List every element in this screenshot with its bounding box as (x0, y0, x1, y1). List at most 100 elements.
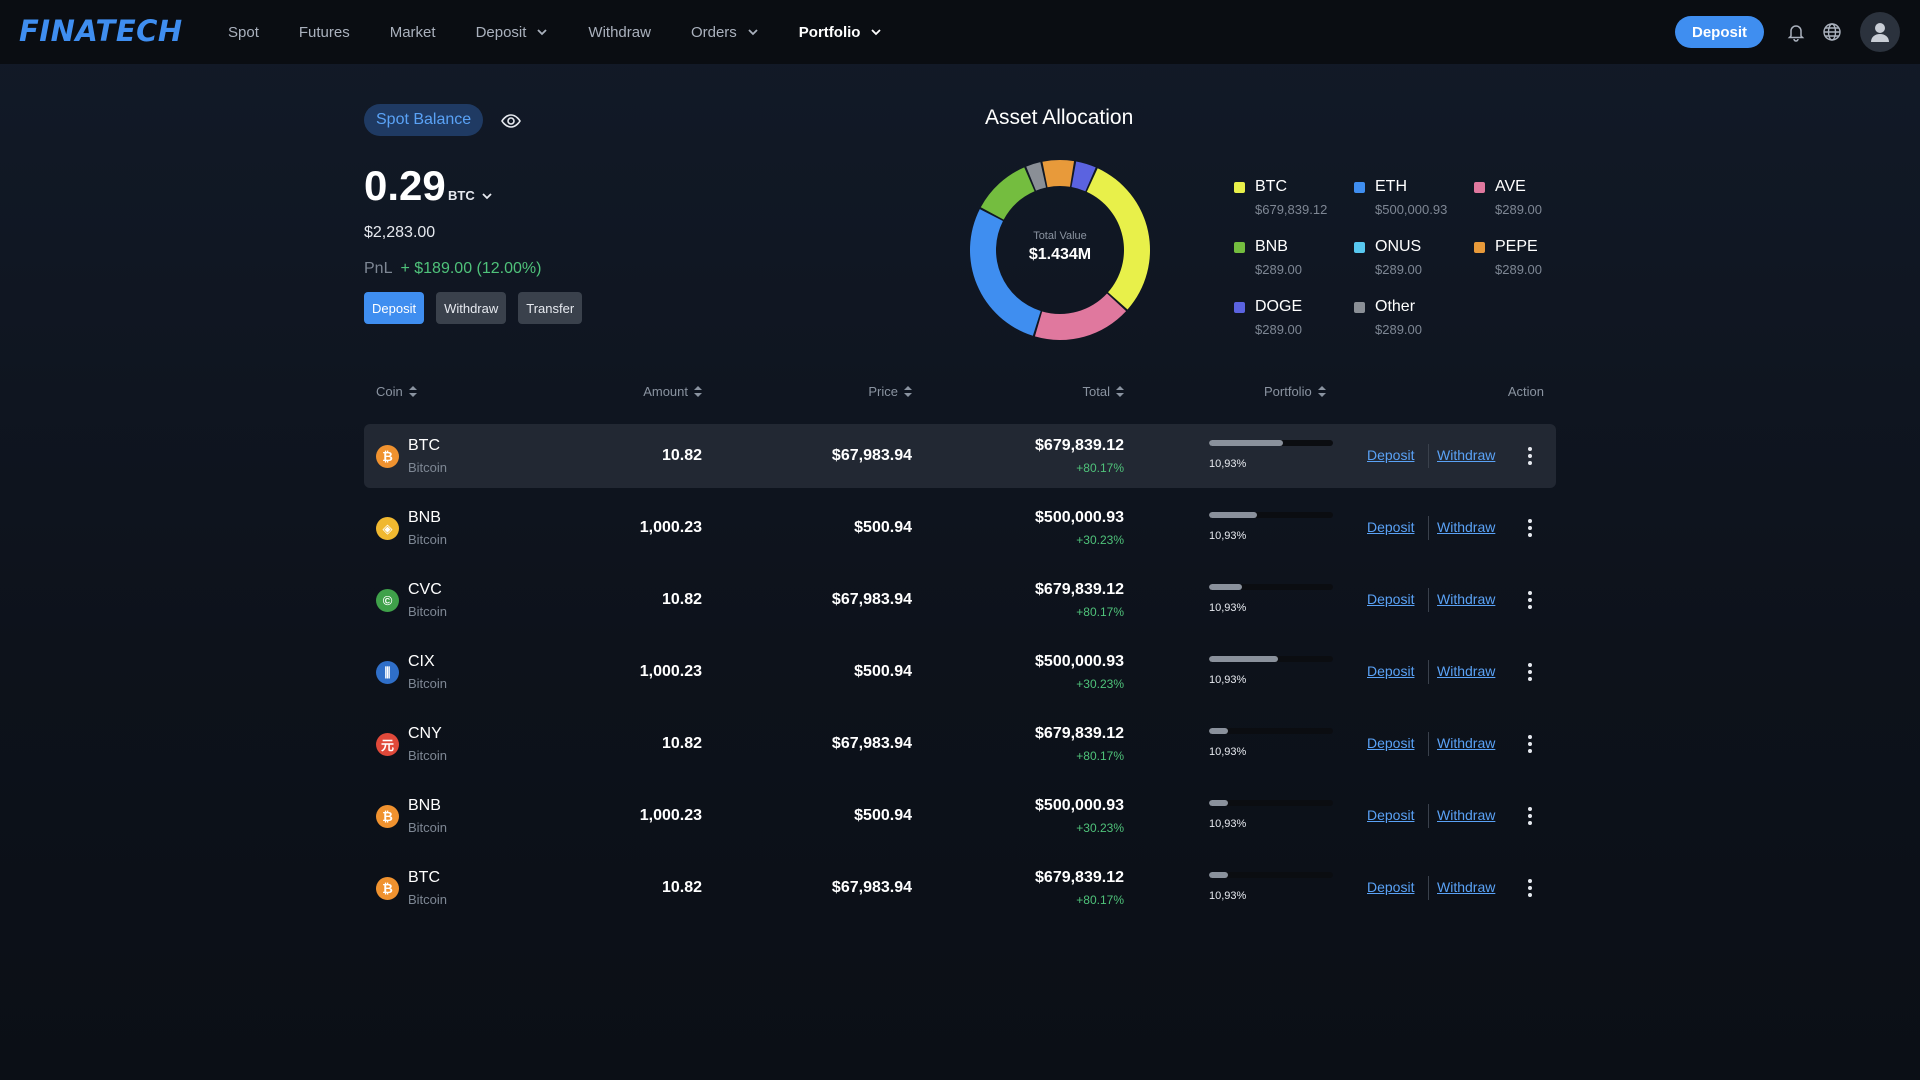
col-portfolio[interactable]: Portfolio (1264, 384, 1326, 399)
row-deposit-link[interactable]: Deposit (1367, 879, 1415, 895)
table-row[interactable]: ₿ BNB Bitcoin 1,000.23 $500.94 $500,000.93 +30… (364, 784, 1556, 848)
legend-name: PEPE (1495, 238, 1538, 255)
legend-swatch (1234, 182, 1245, 193)
col-portfolio-label: Portfolio (1264, 384, 1312, 399)
donut-slice-doge[interactable] (1071, 161, 1096, 192)
deposit-button[interactable]: Deposit (364, 292, 425, 324)
globe-icon[interactable] (1821, 21, 1843, 43)
col-total[interactable]: Total (1083, 384, 1124, 399)
legend-swatch (1474, 242, 1485, 253)
more-options-icon[interactable] (1524, 444, 1536, 468)
legend-name: ETH (1375, 178, 1407, 195)
legend-name: ONUS (1375, 238, 1422, 255)
more-options-icon[interactable] (1524, 804, 1536, 828)
row-withdraw-link[interactable]: Withdraw (1437, 807, 1496, 823)
more-options-icon[interactable] (1524, 732, 1536, 756)
balance-unit-select[interactable]: BTC (448, 188, 493, 203)
nav-item-withdraw[interactable]: Withdraw (588, 24, 651, 41)
more-options-icon[interactable] (1524, 660, 1536, 684)
portfolio-bar (1209, 656, 1333, 662)
row-withdraw-link[interactable]: Withdraw (1437, 879, 1496, 895)
cvc-icon: © (376, 589, 399, 612)
transfer-button[interactable]: Transfer (518, 292, 583, 324)
legend-value: $679,839.12 (1255, 202, 1328, 217)
legend-name: DOGE (1255, 298, 1303, 315)
donut-slice-eth[interactable] (970, 209, 1041, 336)
nav-item-label: Orders (690, 23, 737, 41)
row-withdraw-link[interactable]: Withdraw (1437, 663, 1496, 679)
legend-value: $289.00 (1375, 262, 1422, 277)
legend-value: $289.00 (1495, 202, 1542, 217)
row-deposit-link[interactable]: Deposit (1367, 807, 1415, 823)
col-price-label: Price (868, 384, 898, 399)
table-row[interactable]: ⫼ CIX Bitcoin 1,000.23 $500.94 $500,000.93 +30… (364, 640, 1556, 704)
donut-slice-btc[interactable] (1086, 168, 1150, 310)
coin-change: +80.17% (1076, 461, 1124, 475)
nav-item-spot[interactable]: Spot (228, 24, 259, 41)
legend-swatch (1354, 302, 1365, 313)
coin-symbol: BNB (408, 797, 441, 814)
portfolio-percent: 10,93% (1209, 458, 1247, 470)
portfolio-percent: 10,93% (1209, 818, 1247, 830)
coin-total: $679,839.12 (1035, 581, 1124, 598)
row-withdraw-link[interactable]: Withdraw (1437, 519, 1496, 535)
table-row[interactable]: ₿ BTC Bitcoin 10.82 $67,983.94 $679,839.12 +80… (364, 424, 1556, 488)
more-options-icon[interactable] (1524, 876, 1536, 900)
coin-symbol: CIX (408, 653, 435, 670)
more-options-icon[interactable] (1524, 516, 1536, 540)
bnb-icon: ◈ (376, 517, 399, 540)
nav-item-label: Futures (298, 23, 350, 41)
coin-amount: 10.82 (661, 879, 702, 896)
table-header: Coin Amount Price Total Portfolio Action (364, 384, 1556, 408)
spot-balance-tab[interactable]: Spot Balance (364, 104, 484, 136)
nav-item-portfolio[interactable]: Portfolio (799, 24, 883, 41)
row-deposit-link[interactable]: Deposit (1367, 447, 1415, 463)
portfolio-bar-fill (1209, 440, 1284, 446)
row-withdraw-link[interactable]: Withdraw (1437, 591, 1496, 607)
action-divider (1428, 444, 1429, 468)
portfolio-bar-fill (1209, 800, 1228, 806)
table-row[interactable]: 元 CNY Bitcoin 10.82 $67,983.94 $679,839.12 +80… (364, 712, 1556, 776)
donut-slice-bnb[interactable] (980, 167, 1035, 220)
table-row[interactable]: ◈ BNB Bitcoin 1,000.23 $500.94 $500,000.93 +30… (364, 496, 1556, 560)
nav-item-label: Portfolio (798, 23, 861, 41)
action-divider (1428, 660, 1429, 684)
donut-slice-pepe[interactable] (1042, 160, 1075, 188)
coin-name: Bitcoin (408, 820, 448, 835)
row-deposit-link[interactable]: Deposit (1367, 735, 1415, 751)
row-withdraw-link[interactable]: Withdraw (1437, 735, 1496, 751)
coin-change: +30.23% (1076, 533, 1124, 547)
more-options-icon[interactable] (1524, 588, 1536, 612)
nav-item-deposit[interactable]: Deposit (476, 24, 549, 41)
portfolio-bar (1209, 440, 1333, 446)
sort-icon (1116, 386, 1124, 397)
donut-slice-ave[interactable] (1034, 293, 1127, 340)
table-row[interactable]: ₿ BTC Bitcoin 10.82 $67,983.94 $679,839.12 +80… (364, 856, 1556, 920)
coin-symbol: CNY (408, 725, 442, 742)
col-amount[interactable]: Amount (643, 384, 702, 399)
nav-deposit-button[interactable]: Deposit (1674, 16, 1764, 48)
nav-item-orders[interactable]: Orders (691, 24, 759, 41)
coin-symbol: BTC (408, 437, 440, 454)
legend-name: BTC (1255, 178, 1287, 195)
legend-swatch (1474, 182, 1485, 193)
eye-icon[interactable] (500, 110, 522, 132)
withdraw-button[interactable]: Withdraw (436, 292, 507, 324)
bell-icon[interactable] (1785, 21, 1807, 43)
brand-logo[interactable]: FINATECH (19, 14, 183, 48)
nav-item-market[interactable]: Market (390, 24, 436, 41)
row-deposit-link[interactable]: Deposit (1367, 591, 1415, 607)
coin-glyph: ◈ (382, 520, 393, 536)
col-price[interactable]: Price (868, 384, 912, 399)
row-deposit-link[interactable]: Deposit (1367, 519, 1415, 535)
row-deposit-link[interactable]: Deposit (1367, 663, 1415, 679)
nav-item-label: Spot (228, 23, 259, 41)
avatar[interactable] (1860, 12, 1900, 52)
col-coin[interactable]: Coin (376, 384, 417, 399)
coin-name: Bitcoin (408, 676, 448, 691)
table-row[interactable]: © CVC Bitcoin 10.82 $67,983.94 $679,839.12 +80… (364, 568, 1556, 632)
row-withdraw-link[interactable]: Withdraw (1437, 447, 1496, 463)
nav-item-futures[interactable]: Futures (299, 24, 350, 41)
donut-slice-other[interactable] (1026, 162, 1047, 191)
portfolio-bar-fill (1209, 872, 1228, 878)
